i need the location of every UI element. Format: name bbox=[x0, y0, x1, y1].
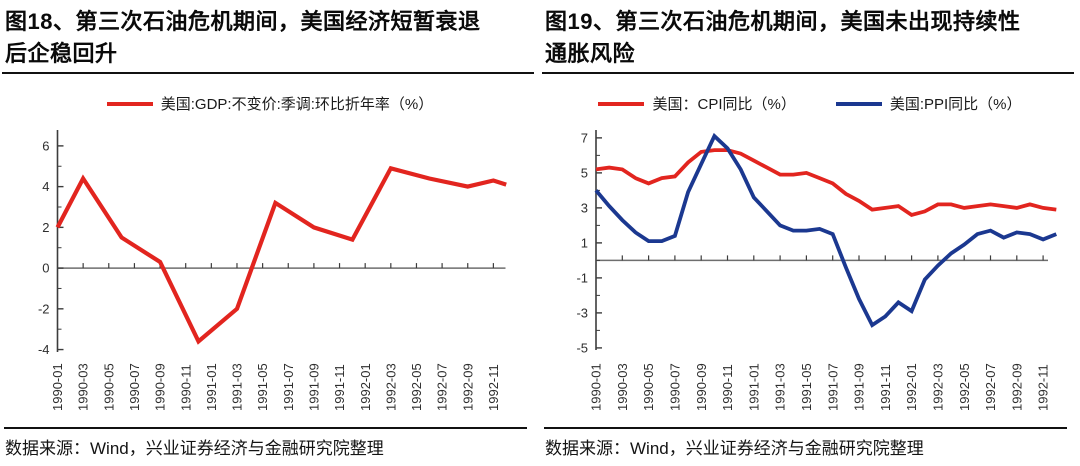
x-tick-label: 1990-01 bbox=[589, 363, 604, 411]
legend-label-ppi: 美国:PPI同比（%） bbox=[889, 96, 1022, 113]
series-line-1 bbox=[594, 132, 1058, 328]
y-tick-label: 2 bbox=[42, 220, 49, 235]
y-tick-label: 3 bbox=[581, 200, 588, 215]
y-tick-label: -5 bbox=[576, 340, 588, 355]
y-tick-label: -4 bbox=[38, 342, 50, 357]
footer-separator bbox=[544, 427, 1067, 429]
x-tick-label: 1992-05 bbox=[957, 363, 972, 411]
legend-fig19: 美国：CPI同比（%） 美国:PPI同比（%） bbox=[540, 93, 1080, 114]
x-tick-label: 1991-01 bbox=[746, 363, 761, 411]
x-tick-label: 1991-11 bbox=[878, 364, 893, 411]
x-tick-label: 1990-01 bbox=[50, 363, 65, 411]
y-tick-label: -2 bbox=[38, 301, 50, 316]
footer-separator bbox=[4, 427, 527, 429]
x-tick-label: 1990-05 bbox=[101, 363, 116, 411]
x-tick-label: 1990-11 bbox=[720, 364, 735, 411]
figure-title-fig19: 图19、第三次石油危机期间，美国未出现持续性 通胀风险 bbox=[545, 6, 1072, 70]
source-note: 数据来源：Wind，兴业证券经济与金融研究院整理 bbox=[545, 439, 924, 458]
y-tick-label: 5 bbox=[581, 165, 588, 180]
x-tick-label: 1991-09 bbox=[307, 363, 322, 411]
title-separator bbox=[2, 72, 534, 74]
y-tick-label: 4 bbox=[42, 179, 49, 194]
title-separator bbox=[542, 72, 1074, 74]
chart-panel-fig19: 图19、第三次石油危机期间，美国未出现持续性 通胀风险 美国：CPI同比（%） … bbox=[540, 0, 1080, 466]
chart-panel-fig18: 图18、第三次石油危机期间，美国经济短暂衰退 后企稳回升 美国:GDP:不变价:… bbox=[0, 6, 540, 458]
y-tick-label: -1 bbox=[576, 270, 588, 285]
y-tick-label: -3 bbox=[576, 305, 588, 320]
cpi-line-swatch bbox=[598, 101, 645, 106]
x-tick-label: 1991-07 bbox=[281, 363, 296, 411]
figure-title-line2: 通胀风险 bbox=[545, 41, 636, 66]
x-tick-label: 1990-05 bbox=[641, 363, 656, 411]
x-tick-label: 1990-09 bbox=[694, 363, 709, 411]
ppi-line-swatch bbox=[835, 101, 882, 106]
x-tick-label: 1990-03 bbox=[76, 363, 91, 411]
x-tick-label: 1990-11 bbox=[178, 364, 193, 411]
figure-title-line2: 后企稳回升 bbox=[5, 41, 118, 66]
y-tick-label: 1 bbox=[581, 235, 588, 250]
y-tick-label: 7 bbox=[581, 130, 588, 145]
x-tick-label: 1992-09 bbox=[1009, 363, 1024, 411]
x-tick-label: 1991-03 bbox=[773, 363, 788, 411]
x-tick-label: 1991-11 bbox=[332, 364, 347, 411]
figure-title-fig18: 图18、第三次石油危机期间，美国经济短暂衰退 后企稳回升 bbox=[5, 6, 532, 70]
source-note: 数据来源：Wind，兴业证券经济与金融研究院整理 bbox=[5, 439, 384, 458]
gdp-line-swatch bbox=[106, 101, 153, 106]
x-tick-label: 1990-07 bbox=[668, 363, 683, 411]
x-tick-label: 1991-05 bbox=[799, 363, 814, 411]
x-tick-label: 1991-07 bbox=[825, 363, 840, 411]
x-tick-label: 1991-01 bbox=[204, 363, 219, 411]
y-tick-label: 0 bbox=[42, 261, 49, 276]
legend-entry-cpi: 美国：CPI同比（%） bbox=[598, 93, 796, 114]
x-tick-label: 1992-05 bbox=[409, 363, 424, 411]
legend-fig18: 美国:GDP:不变价:季调:环比折年率（%） bbox=[0, 93, 540, 114]
x-tick-label: 1992-07 bbox=[435, 363, 450, 411]
x-tick-label: 1990-07 bbox=[127, 363, 142, 411]
legend-label-cpi: 美国：CPI同比（%） bbox=[652, 96, 796, 113]
x-tick-label: 1991-09 bbox=[852, 363, 867, 411]
series-line-0 bbox=[595, 148, 1057, 217]
series-line-0 bbox=[55, 165, 507, 345]
x-tick-label: 1990-09 bbox=[153, 363, 168, 411]
x-tick-label: 1992-03 bbox=[931, 363, 946, 411]
figure-title-line1: 图18、第三次石油危机期间，美国经济短暂衰退 bbox=[5, 9, 481, 34]
legend-label-gdp: 美国:GDP:不变价:季调:环比折年率（%） bbox=[160, 96, 434, 113]
x-tick-label: 1992-11 bbox=[1036, 364, 1051, 411]
legend-entry-gdp: 美国:GDP:不变价:季调:环比折年率（%） bbox=[106, 93, 434, 114]
x-tick-label: 1990-03 bbox=[615, 363, 630, 411]
x-tick-label: 1992-01 bbox=[358, 363, 373, 411]
x-tick-label: 1992-09 bbox=[460, 363, 475, 411]
x-tick-label: 1992-01 bbox=[904, 363, 919, 411]
y-tick-label: 6 bbox=[42, 138, 49, 153]
x-tick-label: 1992-03 bbox=[383, 363, 398, 411]
x-tick-label: 1991-05 bbox=[255, 363, 270, 411]
legend-entry-ppi: 美国:PPI同比（%） bbox=[835, 93, 1022, 114]
x-tick-label: 1992-07 bbox=[983, 363, 998, 411]
x-tick-label: 1991-03 bbox=[230, 363, 245, 411]
x-tick-label: 1992-11 bbox=[486, 364, 501, 411]
figure-title-line1: 图19、第三次石油危机期间，美国未出现持续性 bbox=[545, 9, 1021, 34]
